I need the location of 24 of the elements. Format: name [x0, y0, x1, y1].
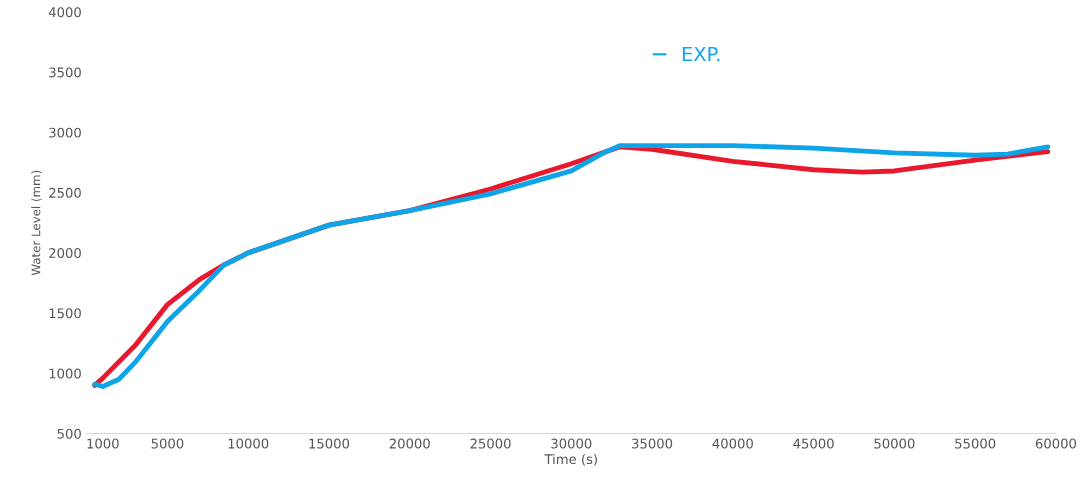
- y-tick-label: 3500: [49, 67, 81, 78]
- x-tick-label: 35000: [632, 438, 673, 449]
- y-tick-label: 4000: [48, 7, 81, 18]
- legend-label: EXP.: [682, 46, 720, 62]
- x-axis-title: Time (s): [544, 453, 597, 466]
- y-tick-label: 1000: [49, 368, 81, 379]
- x-tick-label: 10000: [228, 438, 269, 449]
- x-tick-label: 5000: [151, 438, 184, 449]
- x-tick-label: 25000: [470, 438, 511, 449]
- y-tick-label: 500: [57, 428, 81, 439]
- y-tick-label: 3000: [49, 127, 81, 138]
- x-tick-label: 30000: [551, 438, 592, 449]
- y-tick-label: 1500: [49, 308, 81, 319]
- x-tick-label: 45000: [793, 438, 834, 449]
- y-tick-label: 2500: [49, 187, 81, 198]
- y-tick-label: 2000: [49, 248, 81, 259]
- x-tick-label: 40000: [712, 438, 753, 449]
- x-tick-label: 60000: [1035, 438, 1077, 449]
- x-tick-label: 55000: [955, 438, 996, 449]
- x-tick-label: 20000: [389, 438, 430, 449]
- y-axis-title: Water Level (mm): [31, 170, 42, 276]
- x-tick-label: 1000: [87, 438, 119, 449]
- x-tick-label: 50000: [874, 438, 915, 449]
- x-tick-label: 15000: [309, 438, 350, 449]
